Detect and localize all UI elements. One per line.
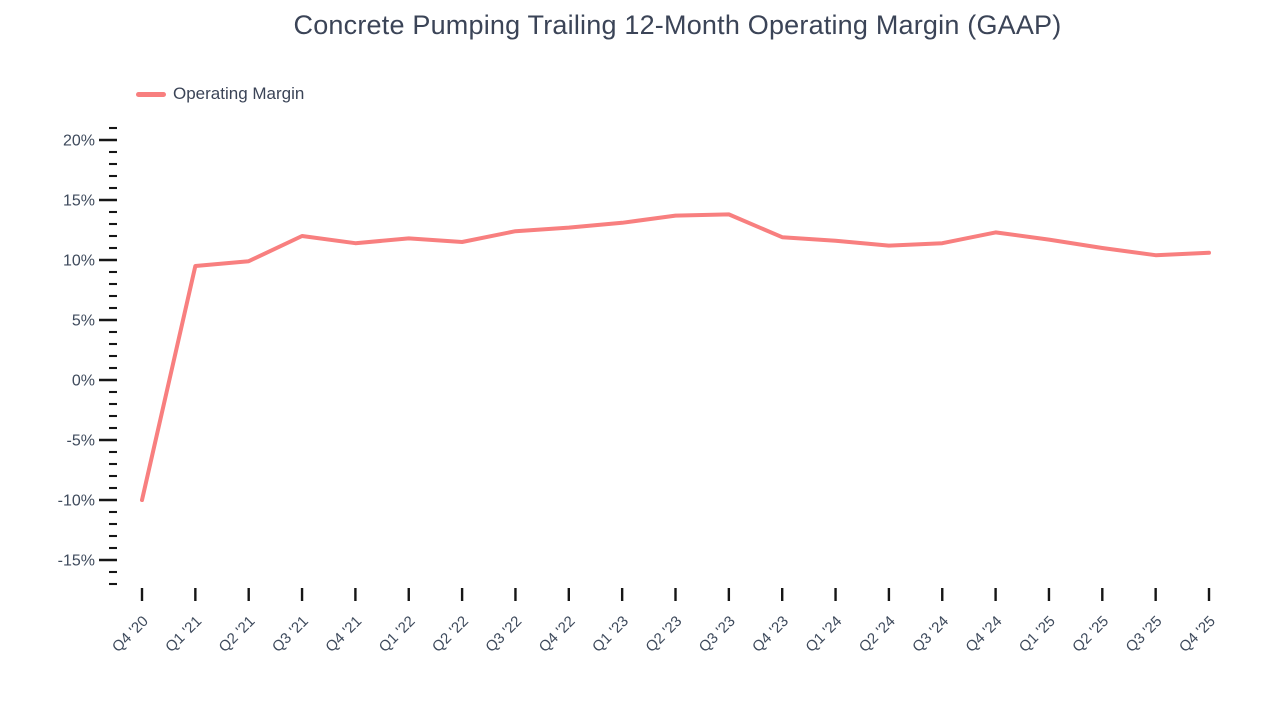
x-axis-tick-label: Q1 '23 [589, 613, 632, 656]
x-axis-tick-label: Q3 '25 [1123, 613, 1166, 656]
y-axis-tick-label: 20% [63, 133, 95, 150]
x-axis-tick-label: Q4 '21 [322, 613, 365, 656]
x-axis-tick-label: Q1 '21 [162, 613, 205, 656]
x-axis-tick-label: Q4 '25 [1176, 613, 1219, 656]
x-axis-tick-label: Q3 '22 [482, 613, 525, 656]
legend-label: Operating Margin [173, 84, 305, 103]
x-axis-tick-label: Q4 '23 [749, 613, 792, 656]
x-axis-tick-label: Q2 '23 [642, 613, 685, 656]
y-axis-tick-label: 15% [63, 193, 95, 210]
x-axis-tick-label: Q1 '22 [376, 613, 419, 656]
y-axis-tick-label: 0% [72, 373, 95, 390]
x-axis-tick-label: Q4 '22 [536, 613, 579, 656]
x-axis-tick-label: Q3 '23 [696, 613, 739, 656]
x-axis-tick-label: Q1 '24 [802, 613, 845, 656]
y-axis-tick-label: 10% [63, 253, 95, 270]
y-axis-tick-label: -10% [58, 493, 95, 510]
x-axis-tick-label: Q3 '21 [269, 613, 312, 656]
y-axis-tick-label: 5% [72, 313, 95, 330]
legend-line-swatch [136, 91, 166, 97]
x-axis-tick-label: Q2 '22 [429, 613, 472, 656]
x-axis-tick-label: Q2 '24 [856, 613, 899, 656]
chart-title: Concrete Pumping Trailing 12-Month Opera… [293, 10, 1062, 40]
y-axis-tick-label: -15% [58, 553, 95, 570]
x-axis-tick-label: Q4 '20 [109, 613, 152, 656]
legend: Operating Margin [136, 84, 304, 104]
x-axis-tick-label: Q1 '25 [1016, 613, 1059, 656]
x-axis-tick-label: Q2 '25 [1069, 613, 1112, 656]
x-axis-tick-label: Q3 '24 [909, 613, 952, 656]
x-axis-tick-label: Q2 '21 [216, 613, 259, 656]
series-line-operating-margin [140, 212, 1211, 502]
y-axis-tick-label: -5% [67, 433, 95, 450]
x-axis-tick-label: Q4 '24 [962, 613, 1005, 656]
